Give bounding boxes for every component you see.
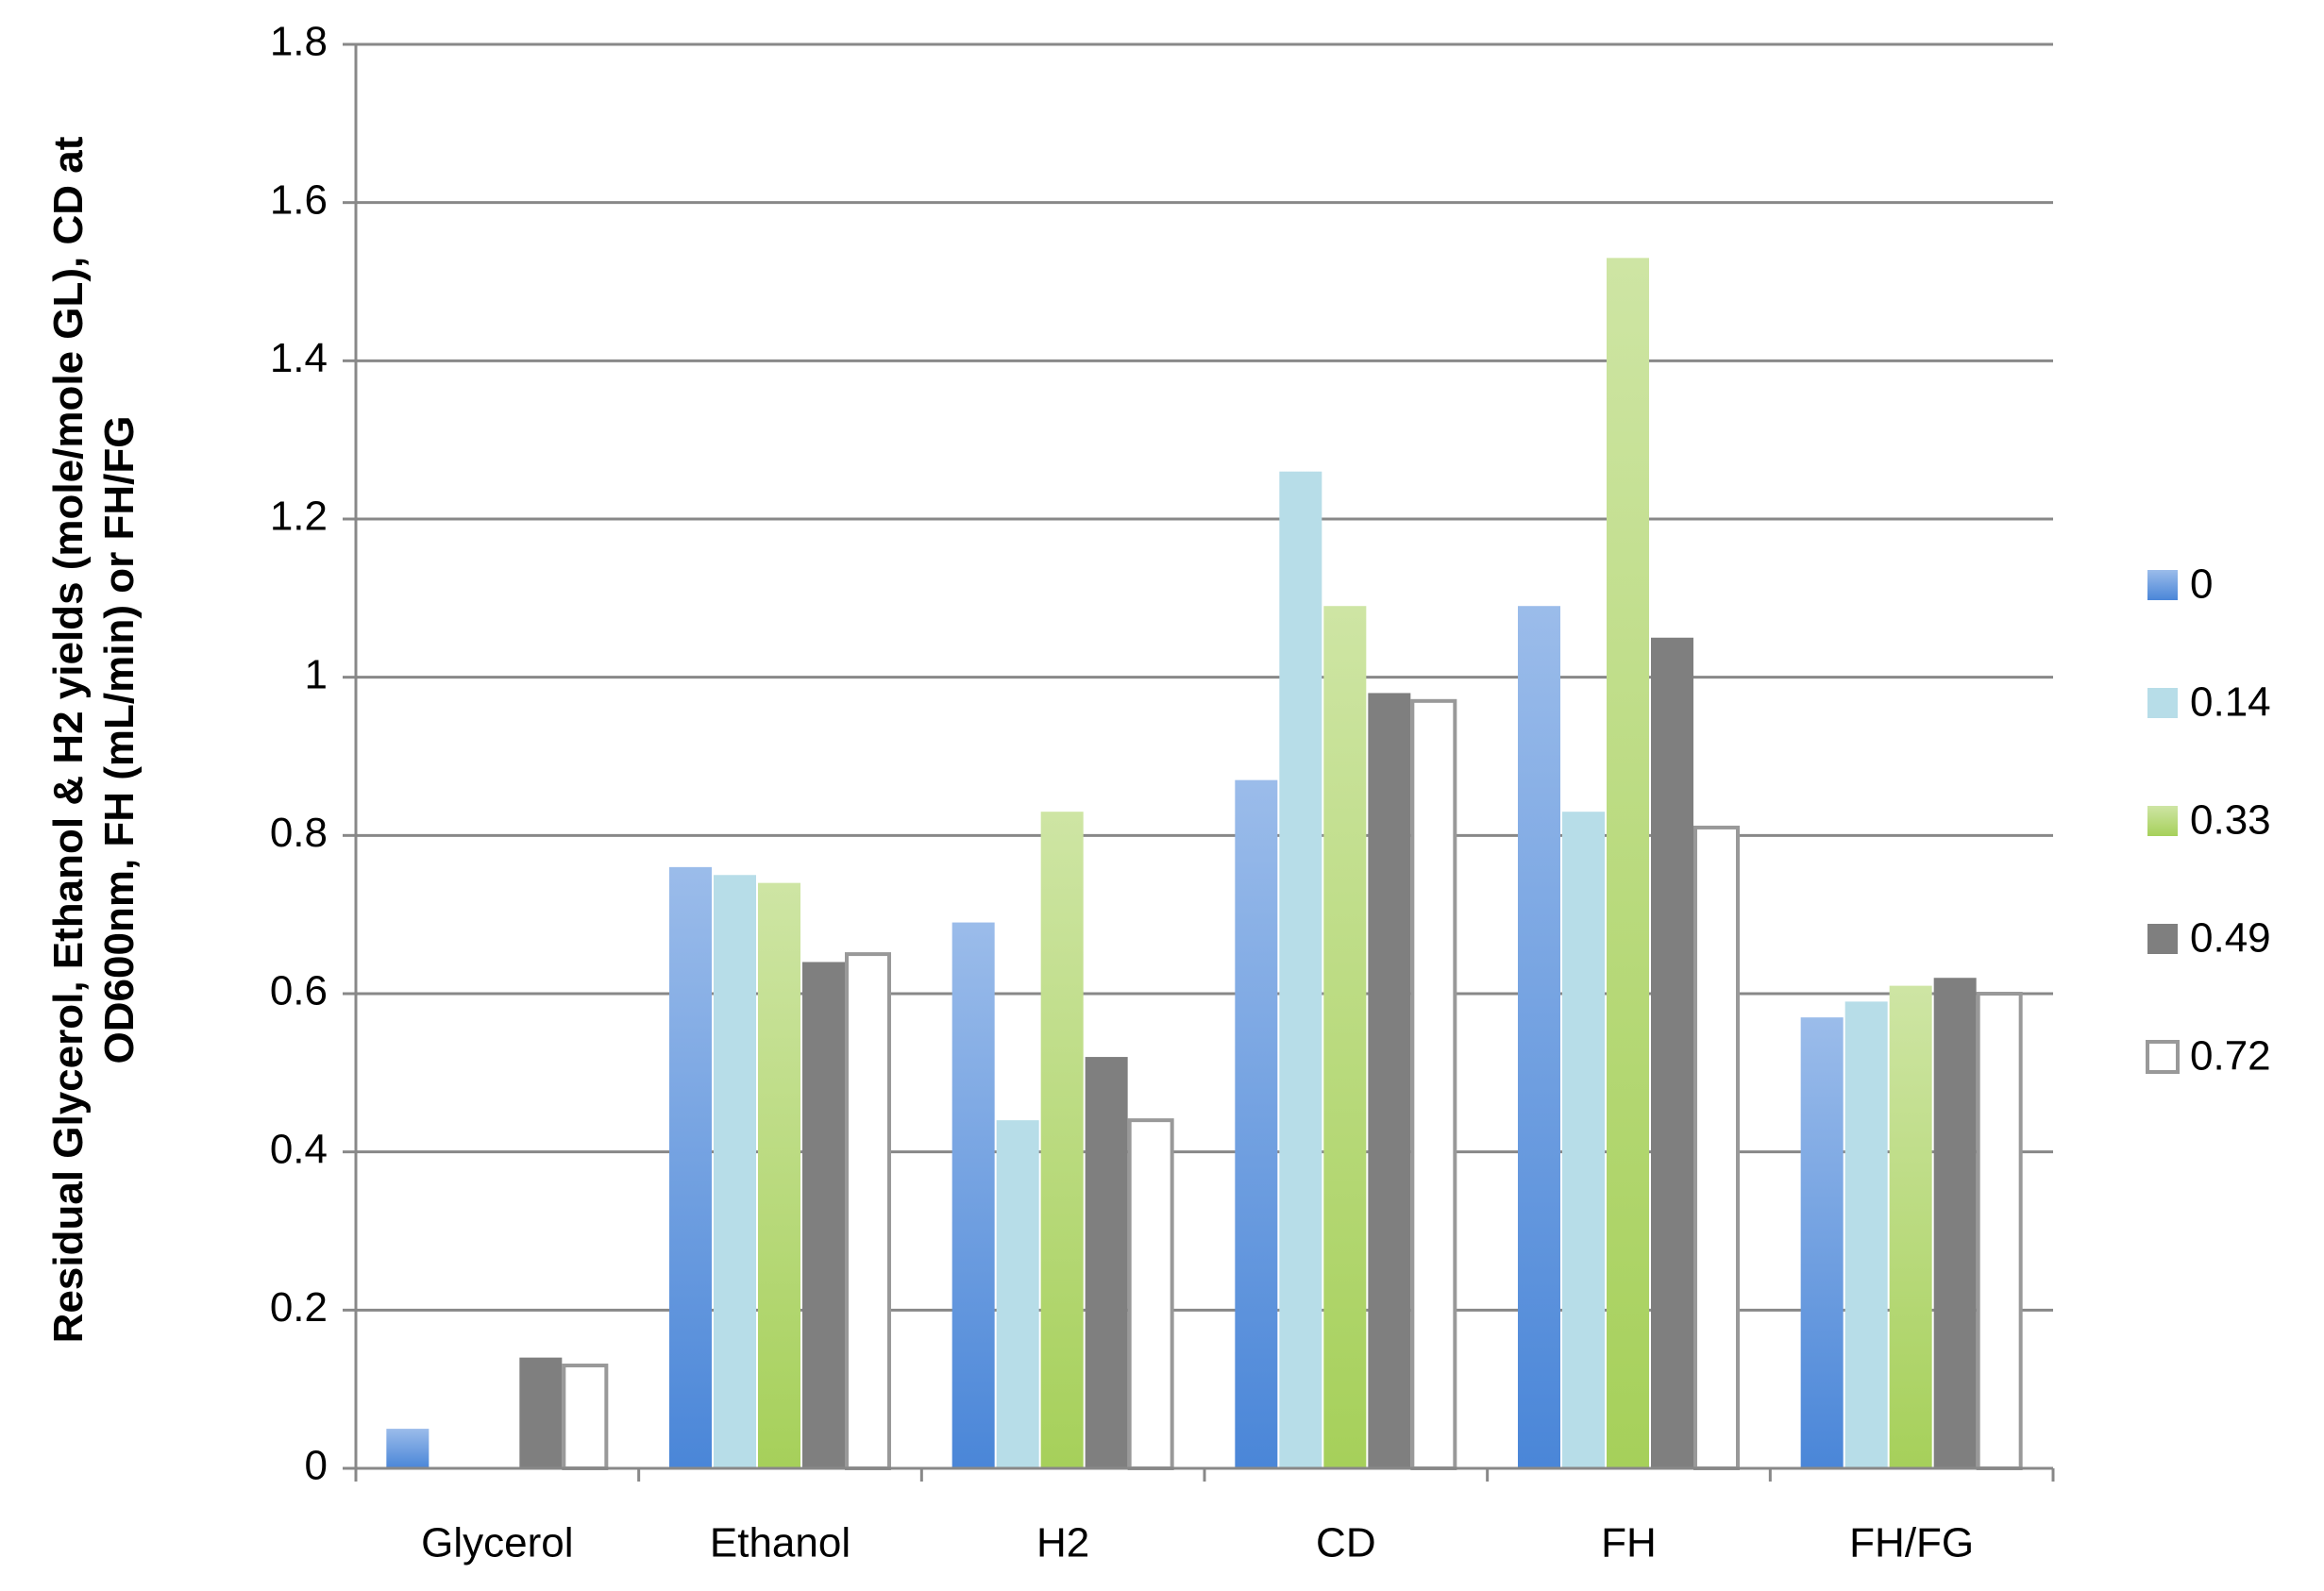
- bar: [714, 875, 756, 1468]
- bar: [1279, 471, 1322, 1469]
- bar: [1562, 812, 1605, 1468]
- bar: [1127, 1118, 1174, 1470]
- y-tick-label: 0: [305, 1443, 328, 1489]
- bar: [1368, 693, 1411, 1468]
- bar: [386, 1429, 429, 1468]
- bar: [1323, 606, 1367, 1468]
- x-tick-label: H2: [1036, 1520, 1089, 1566]
- y-tick-label: 1: [305, 651, 328, 697]
- y-tick-label: 1.8: [270, 19, 328, 65]
- y-tick-label: 1.2: [270, 494, 328, 540]
- legend-label: 0.33: [2190, 797, 2271, 844]
- bar: [1800, 1017, 1844, 1468]
- legend-swatch: [2147, 688, 2178, 718]
- bar: [1235, 779, 1278, 1468]
- legend-swatch: [2147, 806, 2178, 836]
- bar: [1933, 978, 1977, 1468]
- legend-swatch: [2147, 570, 2178, 600]
- bar: [1085, 1057, 1128, 1468]
- bar: [1410, 698, 1457, 1470]
- bar: [562, 1364, 609, 1471]
- legend-label: 0.14: [2190, 679, 2271, 726]
- bar: [1040, 812, 1084, 1468]
- bar: [1976, 992, 2023, 1470]
- bar: [519, 1357, 563, 1468]
- x-tick-label: Ethanol: [710, 1520, 850, 1566]
- y-tick-label: 0.4: [270, 1126, 328, 1172]
- bar: [1518, 606, 1560, 1468]
- bar: [1889, 985, 1932, 1468]
- legend-swatch: [2146, 1040, 2180, 1074]
- x-tick-label: CD: [1316, 1520, 1376, 1566]
- bar: [996, 1120, 1039, 1468]
- bar: [1693, 825, 1740, 1470]
- y-tick-label: 0.8: [270, 810, 328, 856]
- bar: [1651, 637, 1693, 1468]
- bar: [758, 882, 800, 1468]
- bar: [1844, 1001, 1888, 1468]
- y-tick-label: 0.6: [270, 968, 328, 1014]
- y-tick-label: 1.6: [270, 176, 328, 223]
- bar: [1607, 258, 1649, 1469]
- x-tick-label: FH: [1601, 1520, 1657, 1566]
- legend-label: 0.72: [2190, 1033, 2271, 1080]
- y-tick-label: 0.2: [270, 1284, 328, 1331]
- y-axis-title: Residual Glycerol, Ethanol & H2 yields (…: [45, 136, 143, 1344]
- x-tick-label: Glycerol: [421, 1520, 573, 1566]
- bar: [802, 962, 845, 1468]
- y-tick-label: 1.4: [270, 335, 328, 381]
- bar: [669, 866, 712, 1468]
- bar: [845, 952, 891, 1470]
- legend-label: 0: [2190, 561, 2213, 608]
- legend-swatch: [2147, 924, 2178, 954]
- x-tick-label: FH/FG: [1849, 1520, 1974, 1566]
- bar: [951, 922, 995, 1468]
- legend-label: 0.49: [2190, 915, 2271, 962]
